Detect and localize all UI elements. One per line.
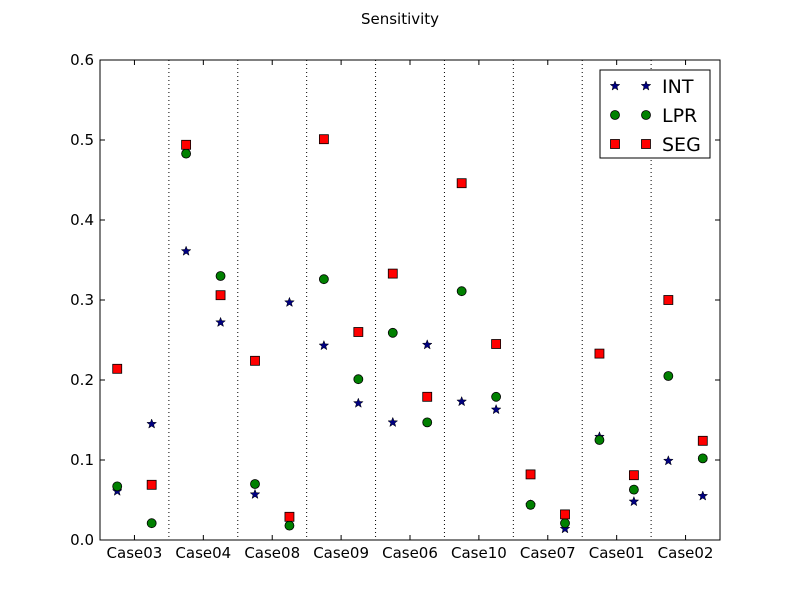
point-seg	[456, 178, 467, 189]
point-seg	[215, 290, 226, 301]
point-seg	[491, 339, 502, 349]
point-lpr	[560, 518, 570, 529]
point-lpr	[284, 520, 295, 531]
legend-marker-lpr	[610, 110, 620, 120]
y-tick-label: 0.3	[70, 291, 94, 309]
x-tick-label: Case08	[244, 544, 300, 562]
x-tick-label: Case02	[658, 544, 714, 562]
point-lpr	[697, 453, 708, 464]
legend-marker-seg	[641, 139, 651, 149]
point-int	[146, 418, 158, 429]
point-int	[559, 523, 571, 534]
point-seg	[181, 139, 192, 150]
point-seg	[422, 391, 433, 402]
point-seg	[525, 469, 536, 480]
series-int	[111, 245, 709, 534]
x-tick-label: Case10	[451, 544, 507, 562]
legend-marker-int	[640, 80, 652, 91]
point-seg	[387, 268, 398, 279]
point-lpr	[318, 274, 329, 285]
point-lpr	[628, 484, 639, 495]
point-seg	[560, 509, 570, 520]
axis-ticks: 0.0 0.1 0.2 0.3 0.4 0.5 0.6 Case03 Case04 Case08 C…	[70, 51, 720, 562]
x-tick-label: Case06	[382, 544, 438, 562]
point-lpr	[112, 481, 123, 492]
point-int	[284, 296, 295, 308]
point-lpr	[663, 371, 674, 381]
point-int	[215, 316, 226, 328]
point-int	[249, 488, 261, 500]
point-int	[490, 403, 502, 415]
plot-frame	[99, 59, 721, 541]
legend-marker-seg	[610, 139, 620, 149]
y-tick-label: 0.1	[70, 451, 94, 469]
legend-label-int: INT	[662, 76, 694, 98]
series-seg	[112, 134, 708, 522]
point-int	[180, 245, 192, 256]
category-separators	[168, 60, 652, 540]
point-seg	[318, 134, 329, 145]
point-lpr	[525, 499, 536, 510]
point-lpr	[456, 286, 467, 297]
x-tick-label: Case01	[589, 544, 645, 562]
legend-marker-lpr	[641, 110, 651, 120]
x-tick-label: Case09	[313, 544, 369, 562]
point-seg	[284, 511, 295, 522]
y-tick-label: 0.6	[70, 51, 94, 69]
legend-item-int: INT	[609, 76, 694, 98]
point-lpr	[215, 271, 226, 281]
point-seg	[353, 327, 364, 337]
point-int	[697, 490, 709, 501]
point-lpr	[250, 479, 260, 489]
point-int	[387, 416, 399, 428]
point-lpr	[146, 518, 157, 529]
point-lpr	[491, 391, 502, 402]
legend: INT LPR SEG	[599, 69, 711, 159]
point-seg	[146, 479, 157, 490]
point-lpr	[387, 327, 398, 338]
point-seg	[663, 295, 674, 305]
point-int	[421, 339, 433, 350]
point-seg	[112, 363, 123, 374]
point-seg	[250, 355, 260, 366]
point-lpr	[594, 435, 605, 445]
legend-marker-int	[609, 80, 621, 91]
point-seg	[628, 470, 639, 481]
point-seg	[697, 435, 708, 446]
point-int	[628, 495, 640, 507]
y-tick-label: 0.0	[70, 531, 94, 549]
point-lpr	[353, 374, 364, 385]
legend-label-seg: SEG	[662, 134, 701, 156]
legend-item-lpr: LPR	[610, 105, 697, 127]
point-int	[352, 397, 364, 408]
legend-label-lpr: LPR	[662, 105, 697, 127]
x-tick-label: Case07	[520, 544, 576, 562]
point-lpr	[181, 148, 192, 159]
y-tick-label: 0.5	[70, 131, 94, 149]
point-int	[662, 455, 674, 466]
x-tick-label: Case03	[107, 544, 163, 562]
x-tick-label: Case04	[175, 544, 231, 562]
legend-item-seg: SEG	[610, 134, 701, 156]
y-tick-label: 0.4	[70, 211, 94, 229]
point-int	[318, 339, 330, 351]
point-int	[456, 395, 468, 407]
series-lpr	[112, 148, 708, 531]
chart-title: Sensitivity	[361, 10, 439, 28]
y-tick-label: 0.2	[70, 371, 94, 389]
point-seg	[594, 348, 605, 359]
point-lpr	[422, 417, 433, 428]
data-points	[111, 134, 709, 534]
